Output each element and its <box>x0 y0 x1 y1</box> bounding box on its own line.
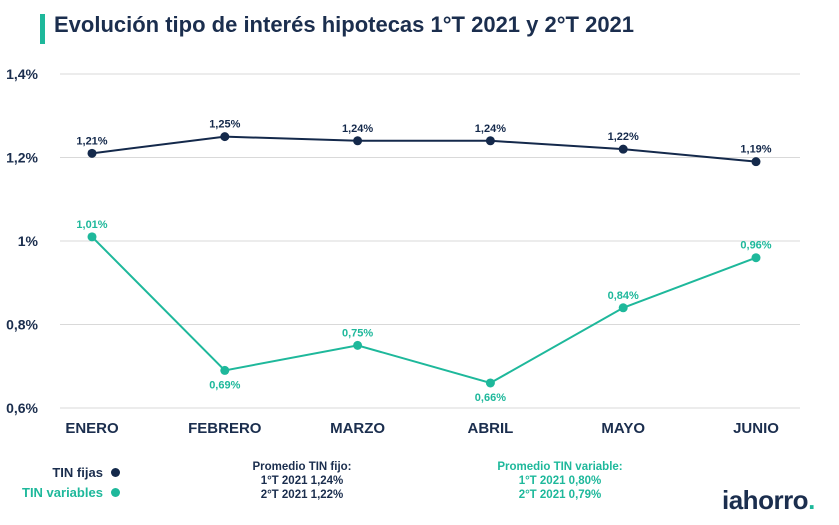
x-tick-label: ABRIL <box>467 420 513 437</box>
data-label: 0,66% <box>475 392 506 404</box>
legend: TIN fijas TIN variables <box>22 462 120 502</box>
legend-dot-variable-icon <box>110 487 120 497</box>
legend-label-fixed: TIN fijas <box>52 464 103 480</box>
average-fixed-q2: 2°T 2021 1,22% <box>260 489 344 501</box>
data-point <box>220 132 230 142</box>
y-axis-ticks: 0,6% 0,8% 1% 1,2% 1,4% <box>6 66 38 416</box>
average-variable-title: Promedio TIN variable: <box>497 461 623 473</box>
data-label: 0,69% <box>209 379 240 391</box>
data-point <box>751 157 761 167</box>
data-point <box>220 365 230 375</box>
data-point <box>353 136 363 146</box>
x-tick-label: ENERO <box>65 420 119 437</box>
data-label: 0,75% <box>342 327 373 339</box>
chart-series: 1,21% 1,25% 1,24% 1,24% 1,22% 1,19% 1,01% 0,69%… <box>76 119 771 404</box>
line-chart: 0,6% 0,8% 1% 1,2% 1,4% ENERO FEBRERO MARZO ABRI… <box>6 66 800 437</box>
data-point <box>751 253 761 263</box>
data-label: 1,01% <box>76 219 107 231</box>
data-label: 0,84% <box>608 290 639 302</box>
y-tick-label: 1,2% <box>6 150 38 166</box>
data-label: 1,22% <box>608 131 639 143</box>
logo-text: iahorro <box>722 485 809 515</box>
y-tick-label: 1% <box>18 233 39 249</box>
y-tick-label: 0,6% <box>6 400 38 416</box>
legend-label-variable: TIN variables <box>22 484 103 500</box>
average-fixed-title: Promedio TIN fijo: <box>252 461 352 473</box>
logo-dot: . <box>808 485 815 515</box>
title-accent-bar <box>40 14 45 44</box>
data-point <box>87 148 97 158</box>
legend-dot-fixed-icon <box>110 467 120 477</box>
data-point <box>87 232 97 242</box>
data-point <box>618 144 628 154</box>
data-point <box>353 340 363 350</box>
x-tick-label: FEBRERO <box>188 420 262 437</box>
iahorro-logo: iahorro. <box>722 485 815 516</box>
average-fixed-q1: 1°T 2021 1,24% <box>260 475 344 487</box>
x-tick-label: JUNIO <box>733 420 779 437</box>
x-axis-ticks: ENERO FEBRERO MARZO ABRIL MAYO JUNIO <box>65 420 779 437</box>
average-fixed: Promedio TIN fijo: 1°T 2021 1,24% 2°T 20… <box>232 460 372 502</box>
data-point <box>485 136 495 146</box>
data-label: 1,24% <box>475 123 506 135</box>
chart-title: Evolución tipo de interés hipotecas 1°T … <box>54 12 635 37</box>
series-line <box>91 135 757 163</box>
series-line <box>91 236 757 385</box>
data-label: 1,25% <box>209 119 240 131</box>
legend-item-variable: TIN variables <box>22 482 120 502</box>
grid-lines <box>60 73 800 409</box>
average-variable: Promedio TIN variable: 1°T 2021 0,80% 2°… <box>480 460 640 502</box>
data-point <box>485 378 495 388</box>
average-variable-q1: 1°T 2021 0,80% <box>518 475 602 487</box>
average-variable-q2: 2°T 2021 0,79% <box>518 489 602 501</box>
x-tick-label: MAYO <box>601 420 645 437</box>
data-label: 0,96% <box>740 240 771 252</box>
y-tick-label: 1,4% <box>6 66 38 82</box>
data-label: 1,21% <box>76 135 107 147</box>
data-label: 1,24% <box>342 123 373 135</box>
x-tick-label: MARZO <box>330 420 385 437</box>
legend-item-fixed: TIN fijas <box>22 462 120 482</box>
data-label: 1,19% <box>740 144 771 156</box>
data-point <box>618 303 628 313</box>
y-tick-label: 0,8% <box>6 317 38 333</box>
